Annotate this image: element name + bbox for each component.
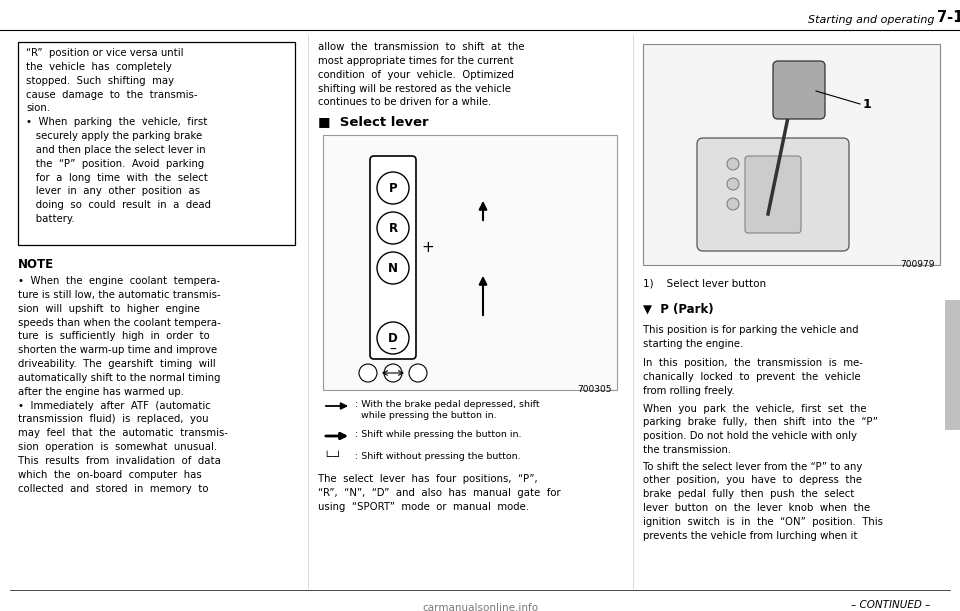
- Text: : Shift without pressing the button.: : Shift without pressing the button.: [355, 452, 520, 461]
- Text: P: P: [389, 181, 397, 194]
- Text: N: N: [388, 262, 398, 274]
- Text: 700305: 700305: [578, 385, 612, 394]
- Circle shape: [727, 198, 739, 210]
- Bar: [18, 42, 295, 245]
- Text: 1)    Select lever button: 1) Select lever button: [643, 279, 766, 289]
- Text: To shift the select lever from the “P” to any
other  position,  you  have  to  d: To shift the select lever from the “P” t…: [643, 461, 883, 541]
- Text: ▼  P (Park): ▼ P (Park): [643, 303, 713, 316]
- Bar: [643, 44, 940, 265]
- Circle shape: [727, 178, 739, 190]
- Text: 1: 1: [863, 98, 872, 111]
- Text: –: –: [390, 343, 396, 357]
- Text: └─┘: └─┘: [323, 452, 342, 462]
- Text: “R”  position or vice versa until
the  vehicle  has  completely
stopped.  Such  : “R” position or vice versa until the veh…: [26, 48, 211, 224]
- Circle shape: [409, 364, 427, 382]
- Text: Starting and operating: Starting and operating: [808, 15, 935, 25]
- Text: When  you  park  the  vehicle,  first  set  the
parking  brake  fully,  then  sh: When you park the vehicle, first set the…: [643, 403, 877, 455]
- Text: : With the brake pedal depressed, shift
  while pressing the button in.: : With the brake pedal depressed, shift …: [355, 400, 540, 420]
- Text: This position is for parking the vehicle and
starting the engine.: This position is for parking the vehicle…: [643, 325, 858, 349]
- Text: The  select  lever  has  four  positions,  “P”,
“R”,  “N”,  “D”  and  also  has : The select lever has four positions, “P”…: [318, 474, 561, 511]
- Text: allow  the  transmission  to  shift  at  the
most appropriate times for the curr: allow the transmission to shift at the m…: [318, 42, 524, 108]
- Text: – CONTINUED –: – CONTINUED –: [851, 600, 930, 610]
- Text: ■  Select lever: ■ Select lever: [318, 115, 428, 128]
- Text: D: D: [388, 332, 397, 345]
- Circle shape: [727, 158, 739, 170]
- Text: R: R: [389, 222, 397, 235]
- Text: In  this  position,  the  transmission  is  me-
chanically  locked  to  prevent : In this position, the transmission is me…: [643, 358, 863, 396]
- Circle shape: [377, 172, 409, 204]
- Circle shape: [377, 252, 409, 284]
- FancyBboxPatch shape: [745, 156, 801, 233]
- Circle shape: [359, 364, 377, 382]
- Text: +: +: [421, 241, 434, 255]
- Text: NOTE: NOTE: [18, 258, 54, 271]
- Text: carmanualsonline.info: carmanualsonline.info: [422, 603, 538, 611]
- Circle shape: [377, 322, 409, 354]
- Bar: [945, 300, 960, 430]
- FancyBboxPatch shape: [697, 138, 849, 251]
- Bar: [323, 135, 617, 390]
- Text: : Shift while pressing the button in.: : Shift while pressing the button in.: [355, 430, 521, 439]
- Text: 700979: 700979: [900, 260, 935, 269]
- Text: 7-13: 7-13: [937, 10, 960, 25]
- FancyBboxPatch shape: [370, 156, 416, 359]
- Circle shape: [384, 364, 402, 382]
- Text: •  When  the  engine  coolant  tempera-
ture is still low, the automatic transmi: • When the engine coolant tempera- ture …: [18, 276, 228, 494]
- Circle shape: [377, 212, 409, 244]
- FancyBboxPatch shape: [773, 61, 825, 119]
